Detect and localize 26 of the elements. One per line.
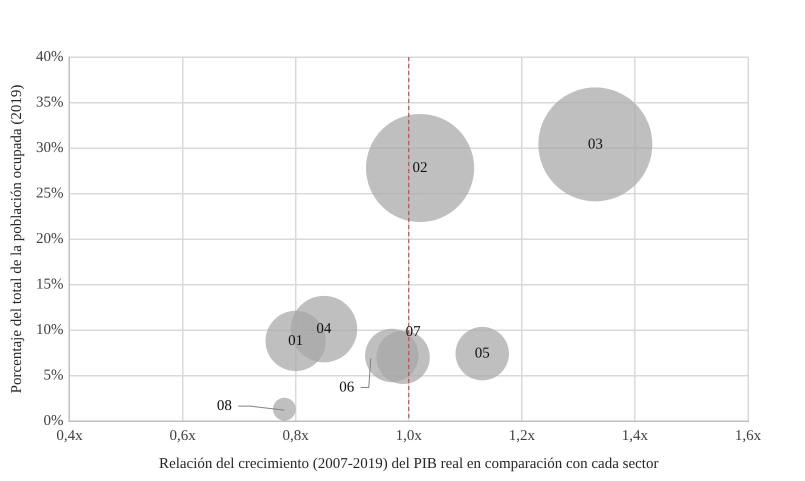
x-tick-label: 1,2x bbox=[508, 428, 536, 444]
x-tick-label: 0,4x bbox=[56, 428, 84, 444]
annotation: 01 bbox=[288, 332, 304, 349]
y-tick-label: 30% bbox=[36, 140, 64, 156]
y-tick-label: 15% bbox=[36, 276, 64, 292]
annotation: 08 bbox=[216, 398, 232, 414]
annotation: 04 bbox=[316, 321, 332, 338]
x-tick-label: 0,6x bbox=[169, 428, 196, 444]
y-tick-label: 5% bbox=[43, 367, 64, 384]
x-tick-label: 0,8x bbox=[282, 428, 310, 444]
annotation: 06 bbox=[339, 379, 355, 396]
annotation: 05 bbox=[474, 346, 490, 362]
annotation: 02 bbox=[412, 160, 428, 176]
x-axis-title: Relación del crecimiento (2007-2019) del PIB real en comparación con cada sector bbox=[159, 456, 658, 472]
annotation: 03 bbox=[588, 136, 603, 152]
y-tick-label: 25% bbox=[36, 185, 64, 202]
x-tick-label: 1,0x bbox=[396, 428, 422, 444]
y-tick-label: 0% bbox=[43, 412, 64, 429]
y-tick-label: 10% bbox=[36, 322, 64, 338]
annotation: 07 bbox=[406, 324, 422, 340]
x-tick-label: 1,4x bbox=[622, 428, 649, 444]
x-tick-label: 1,6x bbox=[734, 428, 762, 444]
y-axis-title: Porcentaje del total de la población ocupada (2019) bbox=[8, 84, 25, 394]
y-tick-label: 20% bbox=[36, 230, 64, 247]
y-tick-label: 40% bbox=[36, 48, 64, 65]
y-tick-label: 35% bbox=[36, 94, 64, 110]
